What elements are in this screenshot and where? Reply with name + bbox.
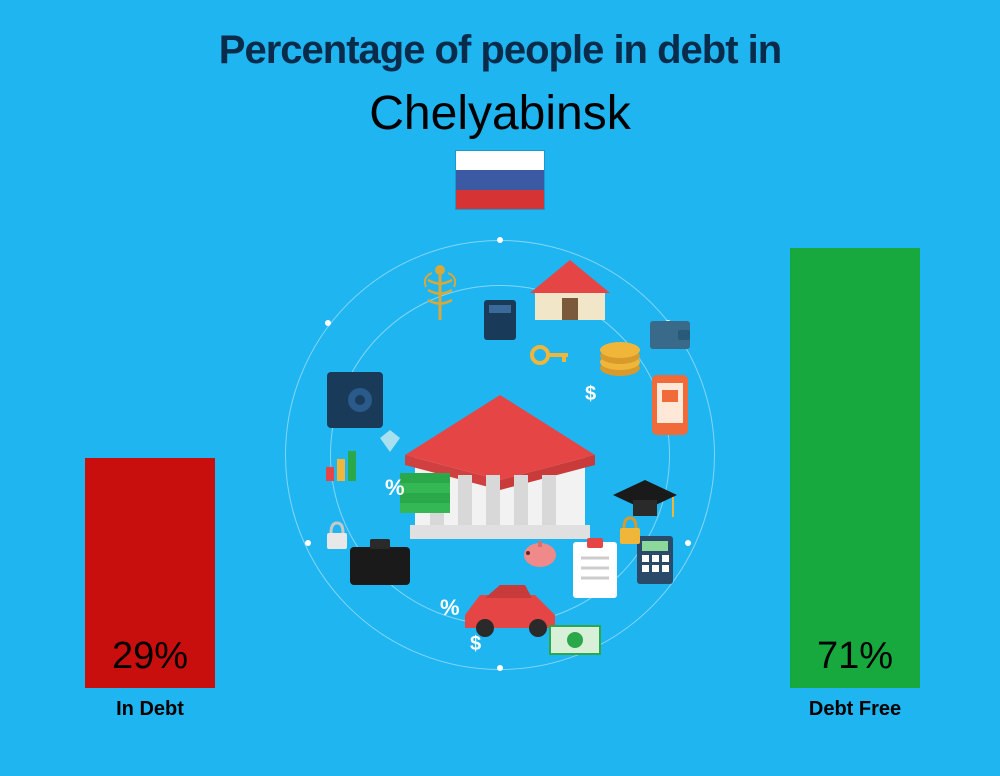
bar-label-right: Debt Free <box>809 698 901 721</box>
calculator-icon <box>637 536 673 584</box>
gradcap-icon <box>613 480 677 517</box>
wallet-icon <box>650 321 690 349</box>
dollar-icon: $ <box>470 633 481 655</box>
title-line-2: Chelyabinsk <box>0 86 1000 141</box>
calculator-icon <box>484 300 516 340</box>
clipboard-icon <box>573 538 617 598</box>
diamond-icon <box>380 430 400 452</box>
title-line-1: Percentage of people in debt in <box>0 28 1000 73</box>
bar-in-debt: 29% In Debt <box>85 458 215 721</box>
safe-icon <box>327 372 383 428</box>
piggybank-icon <box>524 541 556 567</box>
bank-icon <box>405 395 595 539</box>
flag-stripe-3 <box>456 190 544 209</box>
key-icon <box>532 347 568 363</box>
finance-icons-svg: % % $ $ <box>285 240 715 670</box>
flag-stripe-2 <box>456 170 544 189</box>
percent-icon: % <box>440 595 460 620</box>
cash-icon <box>400 473 450 513</box>
house-icon <box>530 260 610 320</box>
banknote-icon <box>550 626 600 654</box>
bar-debt-free: 71% Debt Free <box>790 248 920 721</box>
bar-value-left: 29% <box>112 635 188 688</box>
coins-icon <box>600 342 640 376</box>
caduceus-icon <box>425 265 455 320</box>
center-graphic: % % $ $ <box>285 240 715 670</box>
bar-rect-right: 71% <box>790 248 920 688</box>
flag-stripe-1 <box>456 151 544 170</box>
bar-value-right: 71% <box>817 635 893 688</box>
dollar-icon: $ <box>585 383 596 405</box>
briefcase-icon <box>350 539 410 585</box>
flag-icon <box>455 150 545 210</box>
padlock-icon <box>620 518 640 544</box>
barchart-icon <box>326 451 356 481</box>
bar-rect-left: 29% <box>85 458 215 688</box>
padlock-icon <box>327 523 347 549</box>
infographic-container: Percentage of people in debt in Chelyabi… <box>0 0 1000 776</box>
car-icon <box>465 585 555 637</box>
bar-label-left: In Debt <box>116 698 184 721</box>
percent-icon: % <box>385 475 405 500</box>
phone-icon <box>652 375 688 435</box>
